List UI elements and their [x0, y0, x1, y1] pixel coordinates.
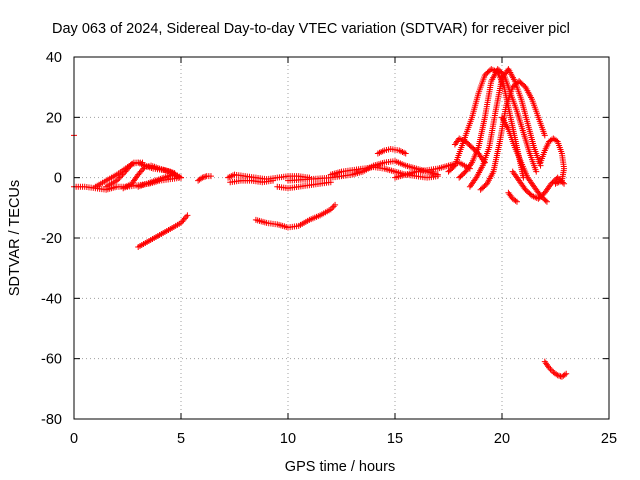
data-point	[332, 201, 339, 208]
data-point-fill	[200, 174, 207, 181]
data-point-fill	[202, 173, 209, 180]
data-point	[199, 174, 206, 181]
series-mid-2	[227, 177, 277, 186]
data-point	[513, 198, 520, 205]
series-storm-2	[456, 66, 540, 181]
series-spike-20	[505, 189, 520, 205]
x-tick-label: 15	[387, 431, 403, 447]
data-point	[207, 173, 214, 180]
data-point	[552, 180, 559, 187]
series-loop-22	[537, 135, 568, 187]
data-point	[434, 173, 441, 180]
series-late-2	[327, 164, 441, 181]
x-tick-label: 25	[601, 431, 617, 447]
data-point	[563, 370, 570, 377]
y-tick-label: 40	[46, 50, 62, 66]
data-point	[481, 159, 488, 166]
series-arc-d	[92, 159, 146, 190]
series-arc-c	[135, 171, 184, 190]
data-point	[402, 150, 409, 157]
x-axis-label: GPS time / hours	[285, 459, 395, 475]
series-late-1	[285, 158, 441, 184]
y-tick-label: -20	[41, 231, 62, 247]
data-point	[178, 174, 184, 181]
data-point-fill	[561, 371, 568, 378]
y-tick-label: -40	[41, 291, 62, 307]
data-point	[270, 177, 277, 184]
data-point-fill	[553, 137, 560, 144]
data-point	[554, 372, 561, 379]
series-small-1	[195, 173, 214, 184]
x-tick-label: 5	[177, 431, 185, 447]
y-tick-label: -60	[41, 352, 62, 368]
series-bump-15	[374, 146, 409, 157]
series-neg-arc-3	[541, 358, 570, 380]
data-point	[541, 132, 548, 139]
x-tick-label: 20	[494, 431, 510, 447]
series-storm-5	[451, 135, 488, 166]
y-tick-label: -80	[41, 412, 62, 428]
data-marks	[71, 66, 570, 380]
series-storm-4	[477, 78, 548, 193]
y-tick-label: 20	[46, 110, 62, 126]
x-tick-label: 10	[280, 431, 296, 447]
data-point-fill	[542, 197, 549, 204]
series-late-3	[392, 159, 473, 181]
data-point	[139, 159, 146, 166]
data-point-fill	[557, 373, 564, 380]
data-point-fill	[512, 197, 519, 204]
series-storm-6	[499, 114, 550, 205]
data-point	[543, 198, 550, 205]
series-mid-3	[274, 179, 334, 192]
y-tick-label: 0	[54, 171, 62, 187]
data-point-fill	[450, 163, 457, 170]
axis-ticks: 0 5 10 15 20 25 -80 -60 -40 -20 0 20 40	[41, 50, 617, 447]
series-storm-3	[466, 66, 544, 190]
chart-title: Day 063 of 2024, Sidereal Day-to-day VTE…	[52, 21, 570, 37]
x-tick-label: 0	[70, 431, 78, 447]
series-neg-arc-2	[252, 201, 339, 231]
series-neg-arc-1	[135, 212, 191, 251]
data-point	[533, 168, 540, 175]
data-point	[561, 180, 568, 187]
y-axis-label: SDTVAR / TECUs	[7, 180, 23, 296]
data-point	[184, 212, 191, 219]
